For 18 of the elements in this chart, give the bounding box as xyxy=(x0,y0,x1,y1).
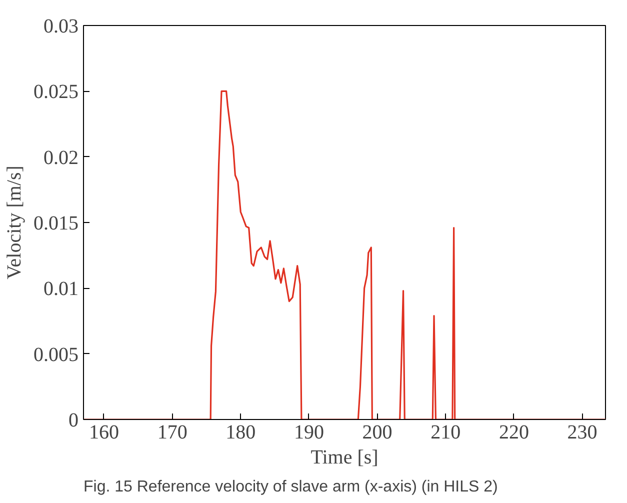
x-tick-label: 200 xyxy=(362,422,392,444)
y-tick-label: 0.03 xyxy=(44,16,78,38)
x-tick-label: 220 xyxy=(498,422,529,444)
x-tick-label: 190 xyxy=(294,422,324,444)
y-axis-title: Velocity [m/s] xyxy=(4,166,26,280)
y-tick-label: 0.02 xyxy=(44,146,78,169)
x-tick-label: 170 xyxy=(157,422,188,444)
y-tick-label: 0.005 xyxy=(34,344,78,366)
y-tick-label: 0.01 xyxy=(44,278,78,300)
y-tick-label: 0.015 xyxy=(34,212,78,234)
x-tick-label: 160 xyxy=(88,422,119,444)
caption: Fig. 15 Reference velocity of slave arm (x-axis) (in HILS 2) xyxy=(84,478,498,496)
x-axis-title: Time [s] xyxy=(310,446,378,468)
x-tick-label: 180 xyxy=(226,422,256,444)
x-tick-label: 230 xyxy=(567,422,598,444)
x-tick-label: 210 xyxy=(430,422,461,444)
y-tick-label: 0 xyxy=(68,410,78,432)
y-tick-label: 0.025 xyxy=(34,81,78,104)
